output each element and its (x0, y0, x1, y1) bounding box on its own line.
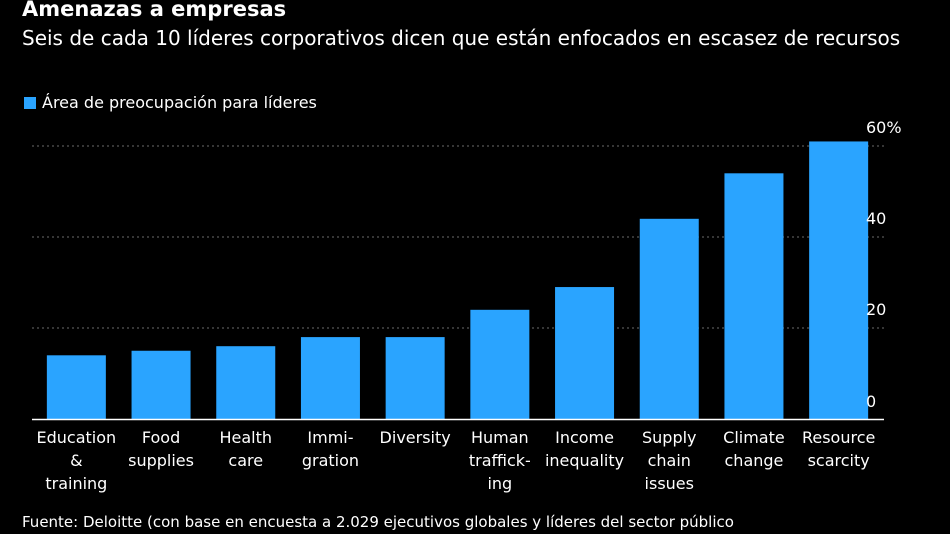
x-tick-label: Supply chain issues (642, 428, 697, 493)
x-tick-label-line: traffick- (469, 451, 531, 470)
y-tick-label: 40 (866, 209, 886, 228)
x-tick-label-line: Income (555, 428, 614, 447)
legend-label: Área de preocupación para líderes (42, 93, 317, 112)
bar (131, 350, 191, 419)
legend-swatch (24, 97, 36, 109)
x-tick-label: Food supplies (128, 428, 194, 470)
y-tick-label: 60% (866, 118, 902, 137)
bar (300, 337, 360, 419)
x-tick-label-line: chain (648, 451, 691, 470)
x-tick-label-line: Food (142, 428, 180, 447)
x-tick-label-line: scarcity (808, 451, 870, 470)
x-tick-label-line: Supply (642, 428, 697, 447)
x-tick-label: Diversity (380, 428, 451, 447)
x-tick-label-line: Health (219, 428, 272, 447)
x-tick-label-line: Education (37, 428, 117, 447)
x-tick-label-line: issues (645, 474, 694, 493)
x-tick-label-line: ing (487, 474, 512, 493)
x-tick-label-line: Immi- (307, 428, 353, 447)
x-tick-label: Health care (219, 428, 272, 470)
x-tick-label: Income inequality (545, 428, 624, 470)
bar (555, 287, 615, 419)
x-tick-label-line: Human (471, 428, 529, 447)
bar (216, 346, 276, 419)
legend: Área de preocupación para líderes (24, 93, 317, 113)
x-tick-label-line: Resource (802, 428, 875, 447)
x-tick-label-line: care (228, 451, 263, 470)
bar (46, 355, 106, 419)
x-tick-label: Human traffick-ing (469, 428, 531, 493)
bar (639, 218, 699, 419)
bar (385, 337, 445, 419)
y-tick-label: 20 (866, 300, 886, 319)
y-tick-label: 0 (866, 392, 876, 411)
x-tick-label-line: training (45, 474, 107, 493)
x-tick-label-line: change (725, 451, 784, 470)
x-tick-label: Education & training (37, 428, 117, 493)
x-tick-label: Immi-gration (302, 428, 359, 470)
bar (724, 173, 784, 419)
source-note: Fuente: Deloitte (con base en encuesta a… (22, 513, 734, 531)
x-tick-label-line: gration (302, 451, 359, 470)
x-tick-label-line: Climate (723, 428, 785, 447)
x-tick-label: Resource scarcity (802, 428, 875, 470)
chart-title: Amenazas a empresas (22, 0, 287, 21)
bar (470, 309, 530, 419)
bar (809, 141, 869, 419)
x-tick-label-line: & (70, 451, 82, 470)
x-tick-label-line: supplies (128, 451, 194, 470)
x-tick-label-line: inequality (545, 451, 624, 470)
bar-layer (46, 141, 869, 419)
chart-subtitle: Seis de cada 10 líderes corporativos dic… (22, 26, 901, 50)
x-tick-label-line: Diversity (380, 428, 451, 447)
label-layer: 0 20 40 60% Education & training Food supplies He… (32, 118, 902, 493)
x-tick-label: Climate change (723, 428, 785, 470)
